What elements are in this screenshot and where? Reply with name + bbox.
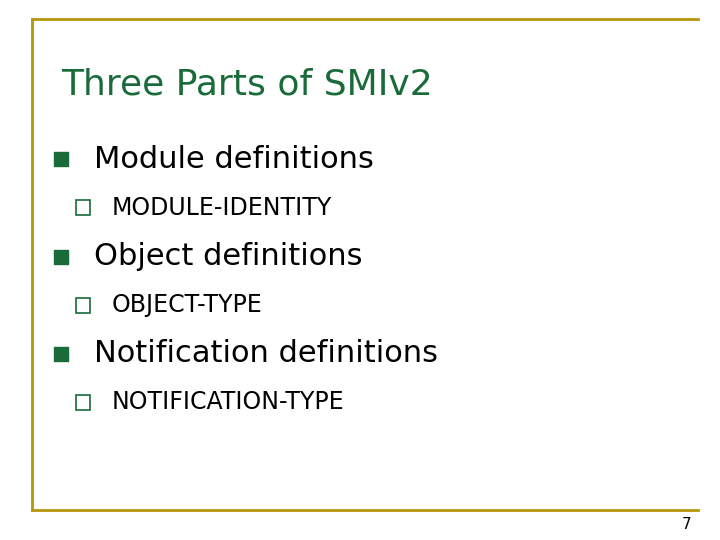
Text: MODULE-IDENTITY: MODULE-IDENTITY: [112, 196, 332, 220]
Text: OBJECT-TYPE: OBJECT-TYPE: [112, 293, 262, 317]
Point: [55, 349, 67, 358]
FancyBboxPatch shape: [76, 298, 90, 313]
Text: NOTIFICATION-TYPE: NOTIFICATION-TYPE: [112, 390, 344, 414]
Text: Notification definitions: Notification definitions: [94, 339, 438, 368]
Point: [55, 252, 67, 261]
FancyBboxPatch shape: [76, 200, 90, 215]
Text: 7: 7: [682, 517, 691, 532]
Text: Object definitions: Object definitions: [94, 242, 362, 271]
Point: [55, 155, 67, 164]
Text: Module definitions: Module definitions: [94, 145, 374, 174]
Text: Three Parts of SMIv2: Three Parts of SMIv2: [61, 68, 433, 102]
FancyBboxPatch shape: [76, 395, 90, 410]
